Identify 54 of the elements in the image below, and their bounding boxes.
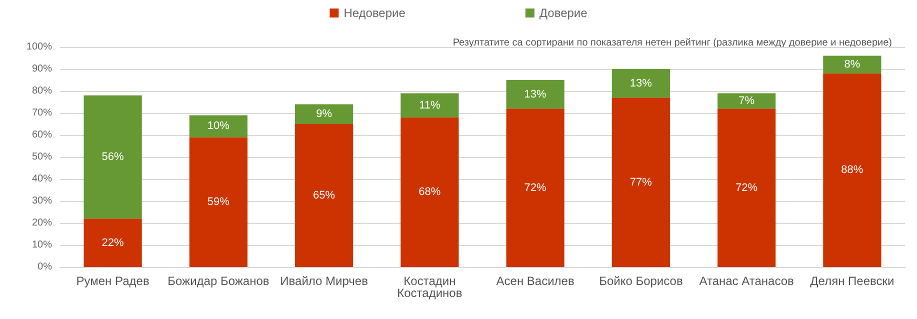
data-label: 65% [313,190,336,202]
data-label: 7% [738,94,755,107]
x-tick-label: Атанас Атанасов [699,274,794,288]
bar [506,80,564,109]
bar [189,115,248,138]
data-label: 9% [316,108,332,120]
bar [718,108,776,267]
bar [84,95,142,219]
data-label: 13% [630,77,652,90]
data-label: 88% [841,164,864,176]
y-tick-label: 90% [32,64,52,74]
bar [295,104,354,124]
data-label: 68% [418,186,441,198]
x-tick-label: Делян Пеевски [810,274,894,288]
data-label: 77% [630,176,652,188]
bar [189,137,248,267]
x-tick-label: Божидар Божанов [168,274,270,288]
bar [612,98,670,267]
bar [84,218,142,267]
bar [400,93,459,118]
data-label: 72% [736,182,758,194]
y-tick-label: 50% [32,152,52,162]
x-tick-label: Асен Василев [496,274,574,288]
data-label: 72% [524,182,547,194]
bar [823,73,882,267]
x-tick-label: Ивайло Мирчев [280,274,368,288]
bar [400,117,459,267]
data-label: 10% [207,120,230,132]
y-tick-label: 30% [32,196,52,206]
data-label: 22% [102,236,124,249]
legend-label: Недоверие [344,6,406,20]
x-tick-label: Бойко Борисов [599,274,683,288]
data-label: 11% [419,99,441,112]
y-tick-label: 100% [26,42,52,52]
data-label: 59% [207,196,230,208]
bar [506,108,564,267]
y-tick-label: 10% [32,240,52,250]
data-label: 8% [844,58,860,71]
legend-label: Доверие [539,6,588,20]
y-tick-label: 40% [32,174,52,184]
y-tick-label: 0% [38,262,52,272]
annotation: Резултатите са сортирани по показателя нетен рейтинг (разлика между доверие и недоверие) [452,38,892,48]
bar [718,93,776,109]
data-label: 56% [102,151,124,163]
x-tick-label: Костадин Костадинов [397,274,462,300]
y-tick-label: 70% [32,108,52,118]
bar [823,56,882,74]
bar [612,69,670,98]
y-tick-label: 60% [32,130,52,140]
y-tick-label: 20% [32,218,52,228]
y-tick-label: 80% [32,86,52,96]
x-tick-label: Румен Радев [76,274,150,288]
data-label: 13% [524,88,547,100]
bar [295,124,354,267]
